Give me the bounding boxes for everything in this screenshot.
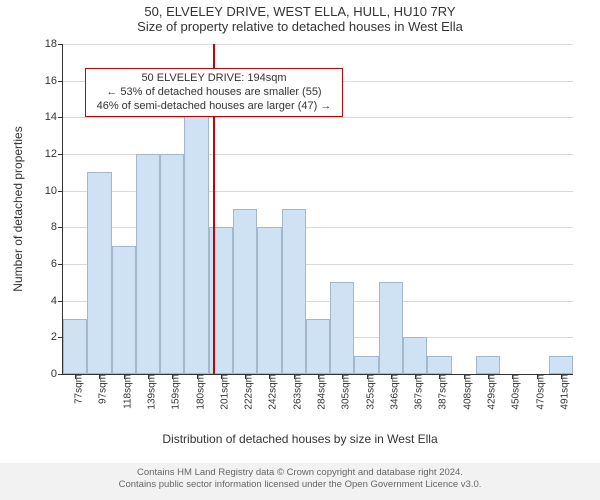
annotation-line-2: ← 53% of detached houses are smaller (55… bbox=[89, 86, 339, 100]
xtick-label: 201sqm bbox=[211, 374, 230, 410]
ytick-label: 8 bbox=[51, 221, 63, 233]
ytick-label: 0 bbox=[51, 368, 63, 380]
xtick-label: 180sqm bbox=[187, 374, 206, 410]
histogram-bar bbox=[549, 356, 573, 374]
ytick-label: 2 bbox=[51, 331, 63, 343]
histogram-bar bbox=[306, 319, 330, 374]
xtick-label: 159sqm bbox=[163, 374, 182, 410]
ytick-label: 12 bbox=[45, 148, 63, 160]
xtick-label: 491sqm bbox=[551, 374, 570, 410]
histogram-bar bbox=[160, 154, 184, 374]
xtick-label: 367sqm bbox=[406, 374, 425, 410]
xtick-label: 429sqm bbox=[479, 374, 498, 410]
histogram-bar bbox=[476, 356, 500, 374]
histogram-bar bbox=[112, 246, 136, 374]
xtick-label: 118sqm bbox=[114, 374, 133, 409]
footer-line-2: Contains public sector information licen… bbox=[0, 479, 600, 491]
ytick-label: 10 bbox=[45, 185, 63, 197]
xtick-label: 408sqm bbox=[454, 374, 473, 410]
footer-line-1: Contains HM Land Registry data © Crown c… bbox=[0, 467, 600, 479]
grid-line bbox=[63, 44, 573, 45]
chart-title-primary: 50, ELVELEY DRIVE, WEST ELLA, HULL, HU10… bbox=[0, 0, 600, 19]
xtick-label: 77sqm bbox=[66, 374, 85, 404]
ytick-label: 6 bbox=[51, 258, 63, 270]
xtick-label: 263sqm bbox=[284, 374, 303, 410]
annotation-box: 50 ELVELEY DRIVE: 194sqm ← 53% of detach… bbox=[85, 68, 343, 117]
x-axis-label: Distribution of detached houses by size … bbox=[0, 432, 600, 446]
histogram-bar bbox=[136, 154, 160, 374]
histogram-bar bbox=[354, 356, 378, 374]
histogram-bar bbox=[233, 209, 257, 374]
xtick-label: 222sqm bbox=[236, 374, 255, 410]
grid-line bbox=[63, 117, 573, 118]
xtick-label: 470sqm bbox=[527, 374, 546, 410]
histogram-bar bbox=[87, 172, 111, 374]
xtick-label: 325sqm bbox=[357, 374, 376, 410]
xtick-label: 450sqm bbox=[503, 374, 522, 410]
xtick-label: 387sqm bbox=[430, 374, 449, 410]
ytick-label: 14 bbox=[45, 111, 63, 123]
histogram-bar bbox=[257, 227, 281, 374]
xtick-label: 284sqm bbox=[309, 374, 328, 410]
histogram-bar bbox=[403, 337, 427, 374]
histogram-bar bbox=[184, 99, 208, 374]
histogram-bar bbox=[63, 319, 87, 374]
annotation-line-1: 50 ELVELEY DRIVE: 194sqm bbox=[89, 72, 339, 86]
chart-title-secondary: Size of property relative to detached ho… bbox=[0, 19, 600, 34]
xtick-label: 305sqm bbox=[333, 374, 352, 410]
xtick-label: 242sqm bbox=[260, 374, 279, 410]
xtick-label: 97sqm bbox=[90, 374, 109, 404]
ytick-label: 16 bbox=[45, 75, 63, 87]
histogram-bar bbox=[330, 282, 354, 374]
ytick-label: 4 bbox=[51, 295, 63, 307]
histogram-bar bbox=[282, 209, 306, 374]
y-axis-label: Number of detached properties bbox=[11, 126, 25, 291]
footer-attribution: Contains HM Land Registry data © Crown c… bbox=[0, 463, 600, 500]
chart-plot-area: 50 ELVELEY DRIVE: 194sqm ← 53% of detach… bbox=[62, 44, 573, 375]
annotation-line-3: 46% of semi-detached houses are larger (… bbox=[89, 100, 339, 114]
histogram-bar bbox=[427, 356, 451, 374]
histogram-bar bbox=[379, 282, 403, 374]
xtick-label: 346sqm bbox=[381, 374, 400, 410]
chart-container: 50, ELVELEY DRIVE, WEST ELLA, HULL, HU10… bbox=[0, 0, 600, 500]
ytick-label: 18 bbox=[45, 38, 63, 50]
xtick-label: 139sqm bbox=[139, 374, 158, 410]
